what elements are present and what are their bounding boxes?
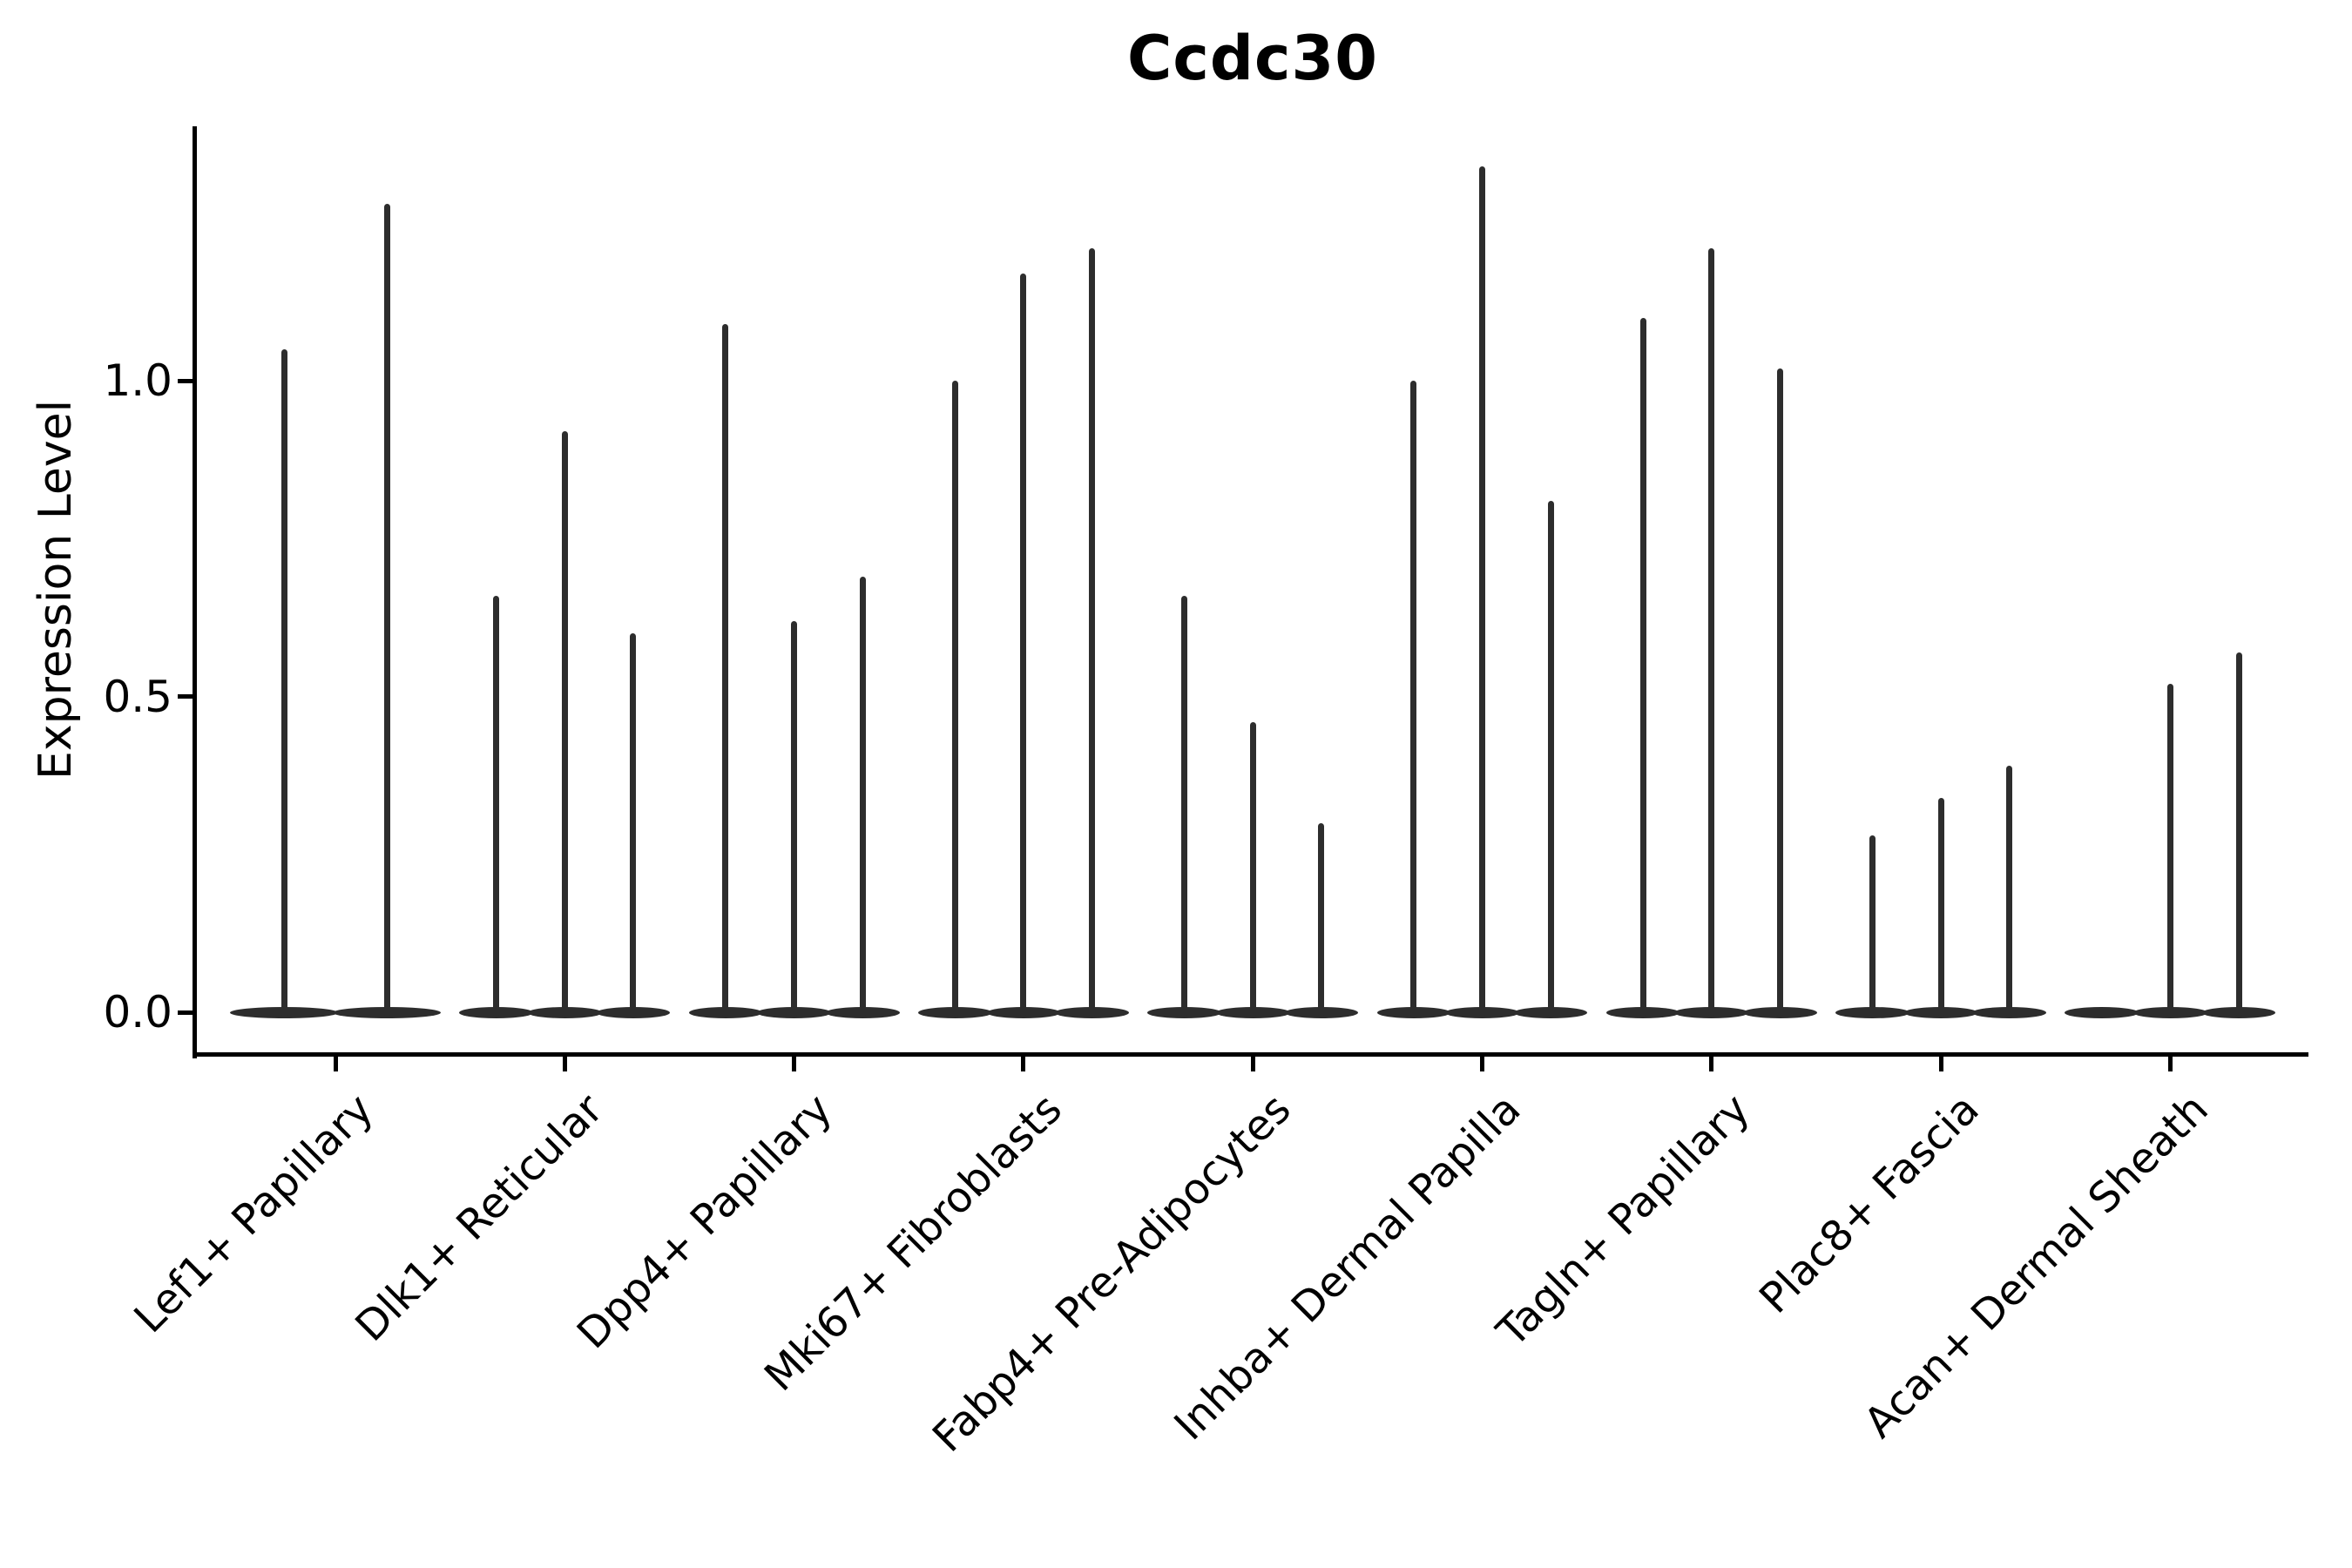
violin-density-spike: [280, 348, 287, 1016]
y-axis-spine: [193, 126, 197, 1058]
violin-density-spike: [1869, 835, 1876, 1016]
x-tick: [792, 1054, 797, 1071]
violin-density-spike: [1547, 500, 1554, 1016]
x-axis-spine: [193, 1052, 2308, 1057]
violin-density-spike: [1318, 822, 1325, 1016]
x-tick-label: Tagln+ Papillary: [1487, 1085, 1760, 1356]
x-tick-label: Dpp4+ Papillary: [568, 1085, 842, 1359]
violin-density-spike: [1181, 595, 1188, 1016]
violin-density-spike: [951, 381, 958, 1016]
violin-density-spike: [2166, 684, 2173, 1016]
violin-density-spike: [1410, 381, 1417, 1016]
violin-density-spike: [1479, 166, 1485, 1016]
violin-density-spike: [1937, 797, 1944, 1016]
violin-density-spike: [383, 204, 390, 1016]
violin-density-spike: [1708, 247, 1715, 1016]
violin-density-base: [2065, 1006, 2139, 1018]
x-tick: [1250, 1054, 1255, 1071]
violin-density-spike: [1020, 273, 1027, 1016]
x-tick: [2167, 1054, 2173, 1071]
x-tick: [333, 1054, 338, 1071]
x-tick: [1480, 1054, 1484, 1071]
violin-density-spike: [493, 595, 500, 1016]
violin-density-spike: [2006, 766, 2013, 1016]
y-tick: [178, 378, 193, 383]
x-tick-label: Plac8+ Fascia: [1750, 1085, 1989, 1323]
violin-density-spike: [791, 620, 798, 1016]
violin-density-spike: [1776, 368, 1783, 1016]
x-tick-label: Dlk1+ Reticular: [346, 1085, 613, 1351]
x-tick-label: Lef1+ Papillary: [125, 1085, 383, 1343]
x-tick: [1709, 1054, 1714, 1071]
y-tick: [178, 1010, 193, 1015]
y-axis-label: Expression Level: [30, 399, 82, 781]
violin-density-spike: [561, 431, 568, 1016]
y-tick-label: 0.5: [103, 671, 172, 722]
violin-density-spike: [859, 576, 866, 1016]
violin-density-spike: [630, 633, 637, 1016]
violin-density-spike: [1089, 247, 1096, 1016]
violin-density-spike: [1639, 317, 1646, 1016]
violin-density-spike: [1249, 721, 1256, 1016]
y-tick-label: 0.0: [103, 987, 172, 1037]
x-tick: [1938, 1054, 1943, 1071]
x-tick: [562, 1054, 567, 1071]
y-tick-label: 1.0: [103, 355, 172, 406]
violin-density-spike: [722, 323, 729, 1016]
chart-title: Ccdc30: [1127, 23, 1378, 94]
x-tick: [1021, 1054, 1026, 1071]
y-tick: [178, 694, 193, 699]
violin-density-spike: [2235, 652, 2242, 1016]
